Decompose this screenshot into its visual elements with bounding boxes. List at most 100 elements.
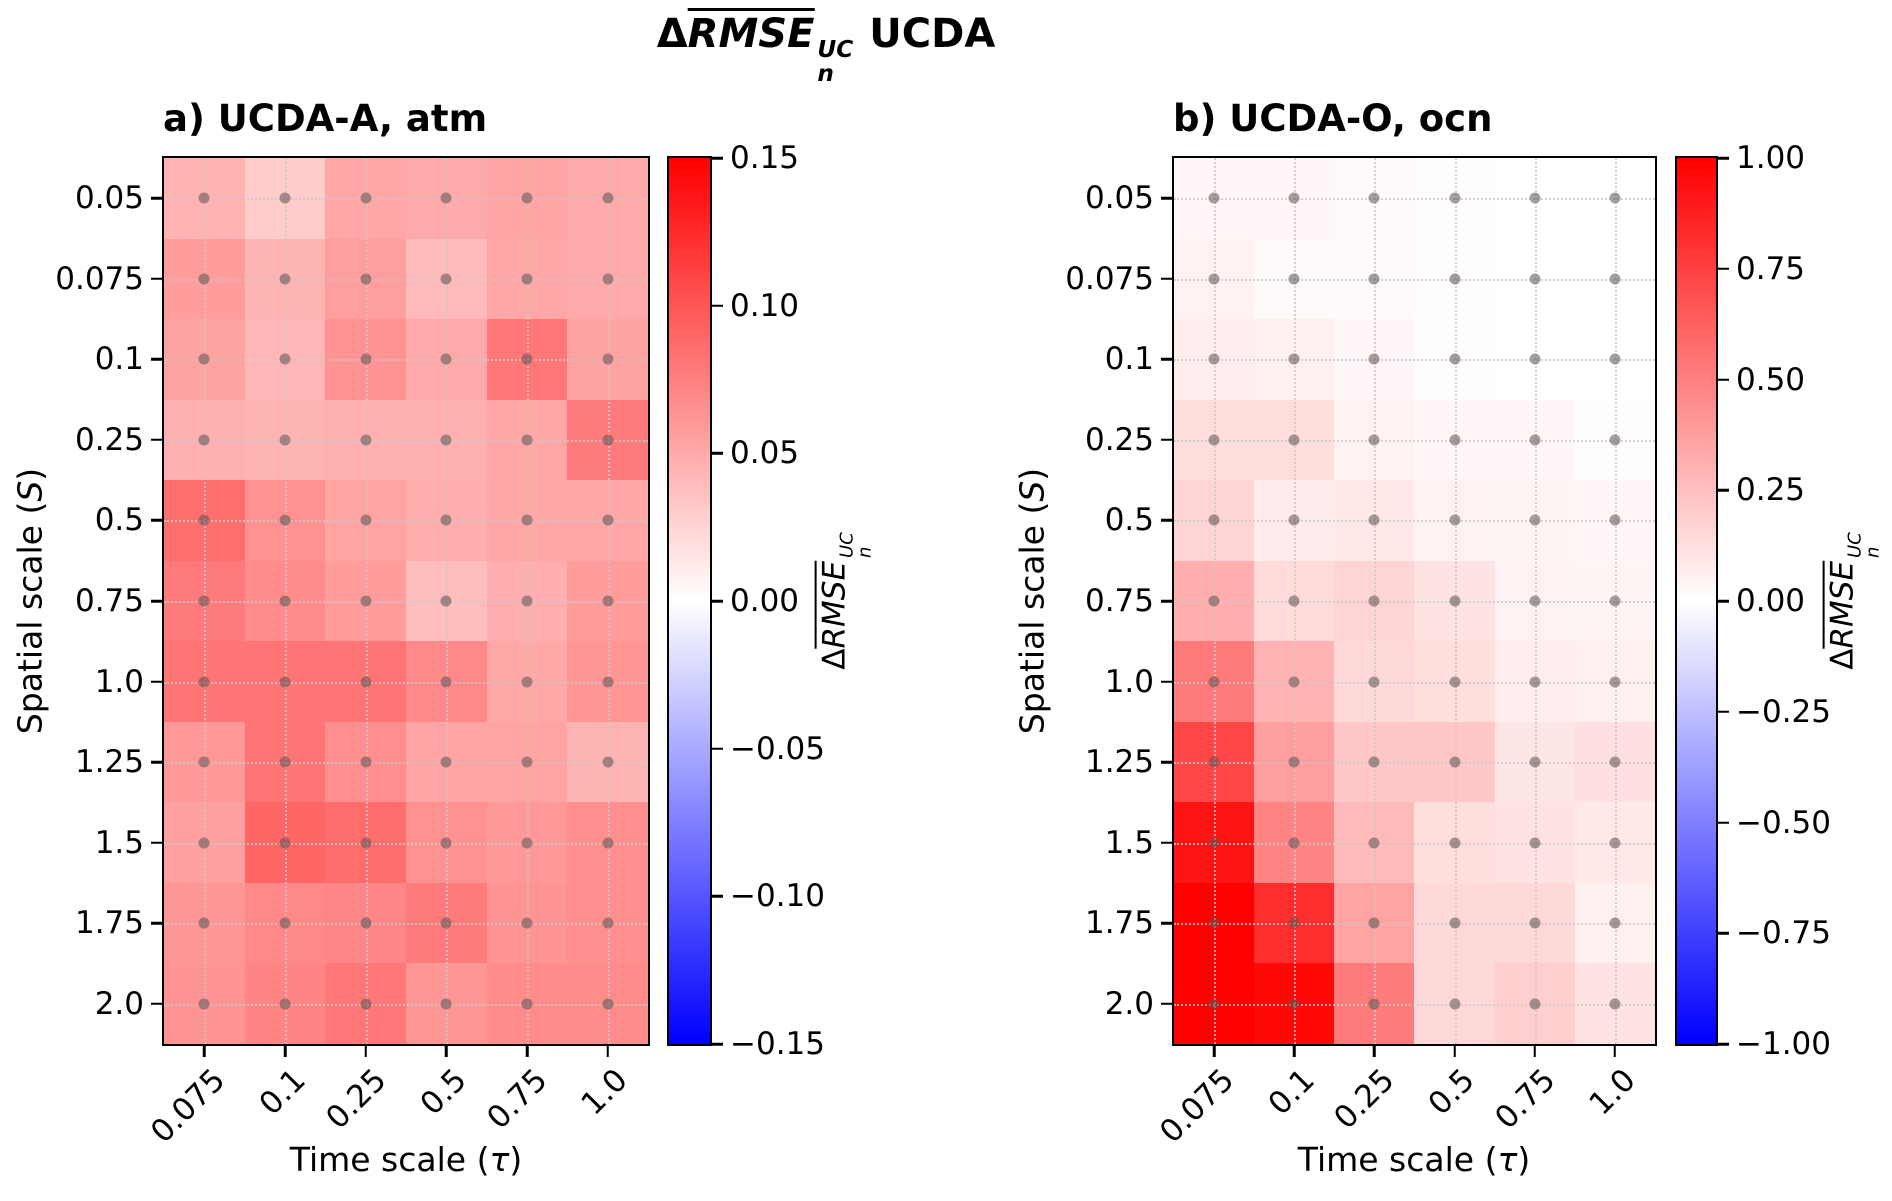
y-tick-label: 0.75 — [1084, 583, 1154, 619]
x-tick-label: 1.0 — [574, 1062, 636, 1123]
heatmap-cell — [325, 399, 406, 481]
y-tick-label: 0.075 — [55, 260, 144, 297]
colorbar-tick-mark — [1718, 710, 1729, 713]
y-tick-mark — [1161, 197, 1172, 200]
y-tick-label: 1.0 — [94, 663, 144, 700]
x-tick-mark — [606, 1046, 609, 1057]
heatmap-cell — [1174, 319, 1255, 400]
heatmap-cell — [164, 158, 245, 239]
heatmap-cell — [1494, 882, 1575, 964]
x-tick-mark — [203, 1046, 206, 1057]
colorbar-tick-mark — [712, 156, 723, 160]
heatmap-cell — [1334, 882, 1415, 964]
x-tick-label: 0.5 — [413, 1062, 474, 1123]
heatmap-cell — [325, 560, 406, 642]
heatmap-cell — [486, 963, 568, 1044]
colorbar-tick-mark — [1718, 267, 1729, 270]
heatmap-cell — [1174, 882, 1255, 964]
heatmap-cell — [405, 560, 487, 642]
y-tick-mark — [1161, 599, 1172, 603]
colorbar-tick-mark — [1718, 932, 1729, 935]
heatmap-cell — [405, 238, 487, 320]
title-suffix: UCDA — [869, 11, 996, 57]
heatmap-cell — [1254, 882, 1335, 964]
heatmap-cell — [1414, 158, 1495, 239]
x-tick-label: 0.075 — [143, 1062, 232, 1151]
y-tick-label: 0.1 — [1104, 341, 1154, 378]
colorbar-tick-mark — [712, 747, 723, 750]
y-tick-mark — [1161, 1002, 1172, 1005]
x-tick-label: 0.25 — [318, 1062, 394, 1137]
heatmap-cell — [1334, 238, 1415, 320]
heatmap-cell — [1494, 238, 1575, 320]
y-tick-label: 1.25 — [1084, 744, 1154, 781]
colorbar-tick-label: 0.50 — [1736, 361, 1806, 398]
heatmap-cell — [1334, 480, 1415, 561]
colorbar-tick-label: 0.10 — [730, 287, 800, 324]
cb-b-sup-sub: UC n — [1844, 532, 1885, 558]
colorbar-tick-mark — [1718, 821, 1729, 824]
heatmap-cell — [567, 641, 648, 722]
colorbar-tick-mark — [1718, 1042, 1729, 1046]
heatmap-cell — [1174, 399, 1255, 481]
heatmap-cell — [1414, 319, 1495, 400]
colorbar-tick-label: 0.15 — [730, 140, 800, 176]
heatmap-cell — [325, 238, 406, 320]
heatmap-cell — [567, 963, 648, 1044]
heatmap-cell — [164, 641, 245, 722]
y-tick-mark — [151, 438, 162, 442]
heatmap-cell — [405, 480, 487, 561]
heatmap-cell — [486, 399, 568, 481]
title-sup-sub: UC n — [817, 38, 853, 85]
heatmap-cell — [1574, 319, 1655, 400]
heatmap-cell — [164, 319, 245, 400]
heatmap-cell — [1254, 158, 1335, 239]
heatmap-cell — [244, 158, 326, 239]
y-tick-mark — [151, 921, 162, 925]
heatmap-cell — [164, 480, 245, 561]
y-tick-mark — [1161, 277, 1172, 281]
title-subscript: n — [817, 60, 834, 88]
heatmap-cell — [1254, 480, 1335, 561]
panel-a-title: a) UCDA-A, atm — [163, 97, 488, 140]
colorbar-tick-mark — [712, 599, 723, 603]
x-tick-label: 0.75 — [480, 1062, 555, 1137]
heatmap-cell — [1334, 721, 1415, 803]
heatmap-cell — [1574, 882, 1655, 964]
colorbar-tick-label: 0.25 — [1736, 472, 1806, 509]
x-tick-mark — [1613, 1046, 1617, 1057]
cb-a-sup-sub: UC n — [836, 532, 877, 558]
colorbar-gradient — [669, 158, 710, 1044]
heatmap-cell — [1574, 802, 1655, 883]
heatmap-cell — [244, 238, 326, 320]
x-tick-mark — [1212, 1046, 1216, 1057]
x-tick-label: 0.1 — [1261, 1062, 1322, 1123]
y-tick-label: 1.5 — [1104, 824, 1154, 861]
heatmap-cell — [244, 802, 326, 883]
heatmap-cell — [325, 721, 406, 803]
x-tick-label: 0.1 — [252, 1062, 313, 1123]
heatmap-cell — [1254, 319, 1335, 400]
heatmap-cell — [1414, 399, 1495, 481]
heatmap-cell — [486, 641, 568, 722]
heatmap-cell — [486, 802, 568, 883]
heatmap-cell — [1494, 480, 1575, 561]
heatmap-cell — [164, 238, 245, 320]
y-tick-label: 1.75 — [1084, 905, 1154, 942]
heatmap-cell — [567, 802, 648, 883]
cb-b-rmse-overlined: RMSE — [1822, 560, 1861, 649]
heatmap-cell — [486, 560, 568, 642]
x-tick-label: 0.75 — [1487, 1062, 1563, 1137]
y-tick-mark — [151, 519, 162, 522]
heatmap-cell — [1334, 319, 1415, 400]
y-tick-mark — [151, 680, 162, 683]
x-tick-mark — [1453, 1046, 1456, 1057]
heatmap-cell — [1174, 721, 1255, 803]
y-tick-mark — [151, 1002, 162, 1005]
heatmap-cell — [1174, 480, 1255, 561]
heatmap-cell — [1334, 641, 1415, 722]
x-tick-mark — [445, 1046, 448, 1057]
heatmap-cell — [486, 319, 568, 400]
colorbar-tick-label: 0.75 — [1736, 250, 1806, 287]
